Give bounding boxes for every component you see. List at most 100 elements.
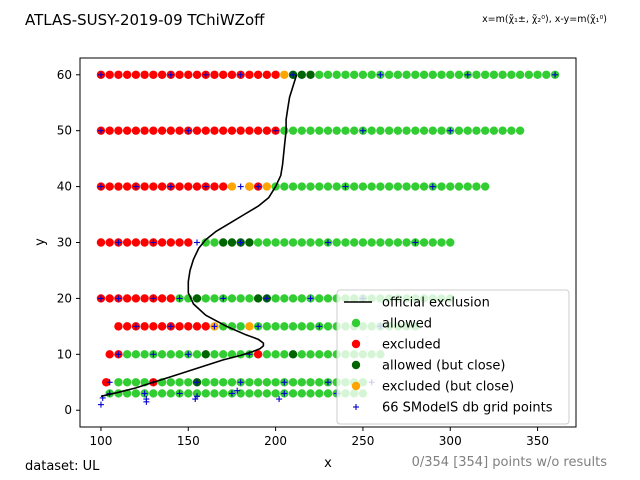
grid-point-marker [429,183,436,190]
allowed-point [210,378,219,387]
grid-point-marker [115,295,122,302]
excluded-point [219,182,228,191]
grid-point-marker [263,295,270,302]
allowed-point [245,389,254,398]
allowed-point [507,126,516,135]
legend: official exclusion allowed excluded allowed… [336,289,570,425]
allowed-close-point [297,70,307,79]
allowed-point [184,389,193,398]
excluded-point [166,126,176,135]
allowed-point [411,126,420,135]
allowed-point [306,182,315,191]
allowed-point [376,182,385,191]
excluded-point [175,126,184,135]
excluded-point [122,294,132,303]
allowed-point [175,350,184,359]
grid-point-marker [272,127,279,134]
allowed-close-point [288,350,298,359]
allowed-point [280,322,289,331]
grid-point-marker [290,71,297,78]
allowed-point [157,389,167,398]
grid-point-marker [255,323,262,330]
excluded-point [114,126,123,135]
allowed-point [288,322,298,331]
allowed-point [131,350,141,359]
legend-grid-swatch [353,404,359,410]
allowed-point [315,182,324,191]
grid-point-marker [194,379,201,386]
excluded-point [101,378,111,387]
legend-label: allowed [382,317,432,332]
allowed-point [201,378,210,387]
allowed-point [411,182,420,191]
allowed-point [315,70,324,79]
grid-point-marker [97,71,104,78]
allowed-point [358,70,368,79]
excluded-point [227,126,237,135]
allowed-point [323,182,333,191]
allowed-point [280,350,289,359]
grid-point-marker [115,239,122,246]
x-tick-label: 300 [439,434,462,448]
excluded-point [131,294,141,303]
grid-point-marker [228,390,235,397]
excluded-point [140,70,149,79]
allowed-point [175,378,184,387]
allowed-point [332,182,341,191]
grid-point-marker [141,390,148,397]
allowed-point [157,350,167,359]
excluded-point [184,322,193,331]
allowed-point [315,350,324,359]
allowed-point [480,182,490,191]
allowed-point [262,350,272,359]
allowed-point [297,378,307,387]
grid-point-marker [316,323,323,330]
y-tick-label: 0 [64,403,72,417]
excluded-point [210,126,219,135]
grid-point-marker [202,183,209,190]
grid-point-marker [447,127,454,134]
grid-point-marker [97,295,104,302]
excluded-point [253,126,263,135]
allowed-point [533,70,542,79]
grid-point-marker [167,183,174,190]
grid-point-marker [220,295,227,302]
y-tick-label: 20 [57,291,72,305]
excluded-point [175,322,184,331]
allowed-point [507,70,516,79]
legend-excluded-swatch [351,339,361,349]
x-tick-label: 200 [264,434,287,448]
excluded-point [105,350,114,359]
excluded-point [114,322,123,331]
allowed-point [315,126,324,135]
allowed-close-point [306,70,315,79]
allowed-point [515,70,525,79]
excluded-point [253,350,263,359]
grid-point-marker [97,127,104,134]
allowed-point [306,322,315,331]
allowed-point [288,389,298,398]
excluded-point [219,126,228,135]
allowed-point [122,378,132,387]
grid-point-marker [359,127,366,134]
allowed-point [315,378,324,387]
allowed-close-point [192,294,202,303]
x-tick-label: 150 [177,434,200,448]
allowed-point [341,238,350,247]
legend-items: official exclusion allowed excluded allowed… [344,296,553,416]
legend-label: excluded (but close) [382,380,514,395]
allowed-point [446,182,455,191]
grid-point-marker [552,71,559,78]
allowed-point [271,350,280,359]
allowed-point [393,238,403,247]
allowed-point [227,294,237,303]
allowed-point [140,350,149,359]
excluded-close-point [280,70,289,79]
allowed-point [498,70,507,79]
allowed-point [306,389,315,398]
allowed-point [166,378,176,387]
allowed-point [367,126,376,135]
excluded-point [114,182,123,191]
allowed-point [297,294,307,303]
excluded-point [157,238,167,247]
